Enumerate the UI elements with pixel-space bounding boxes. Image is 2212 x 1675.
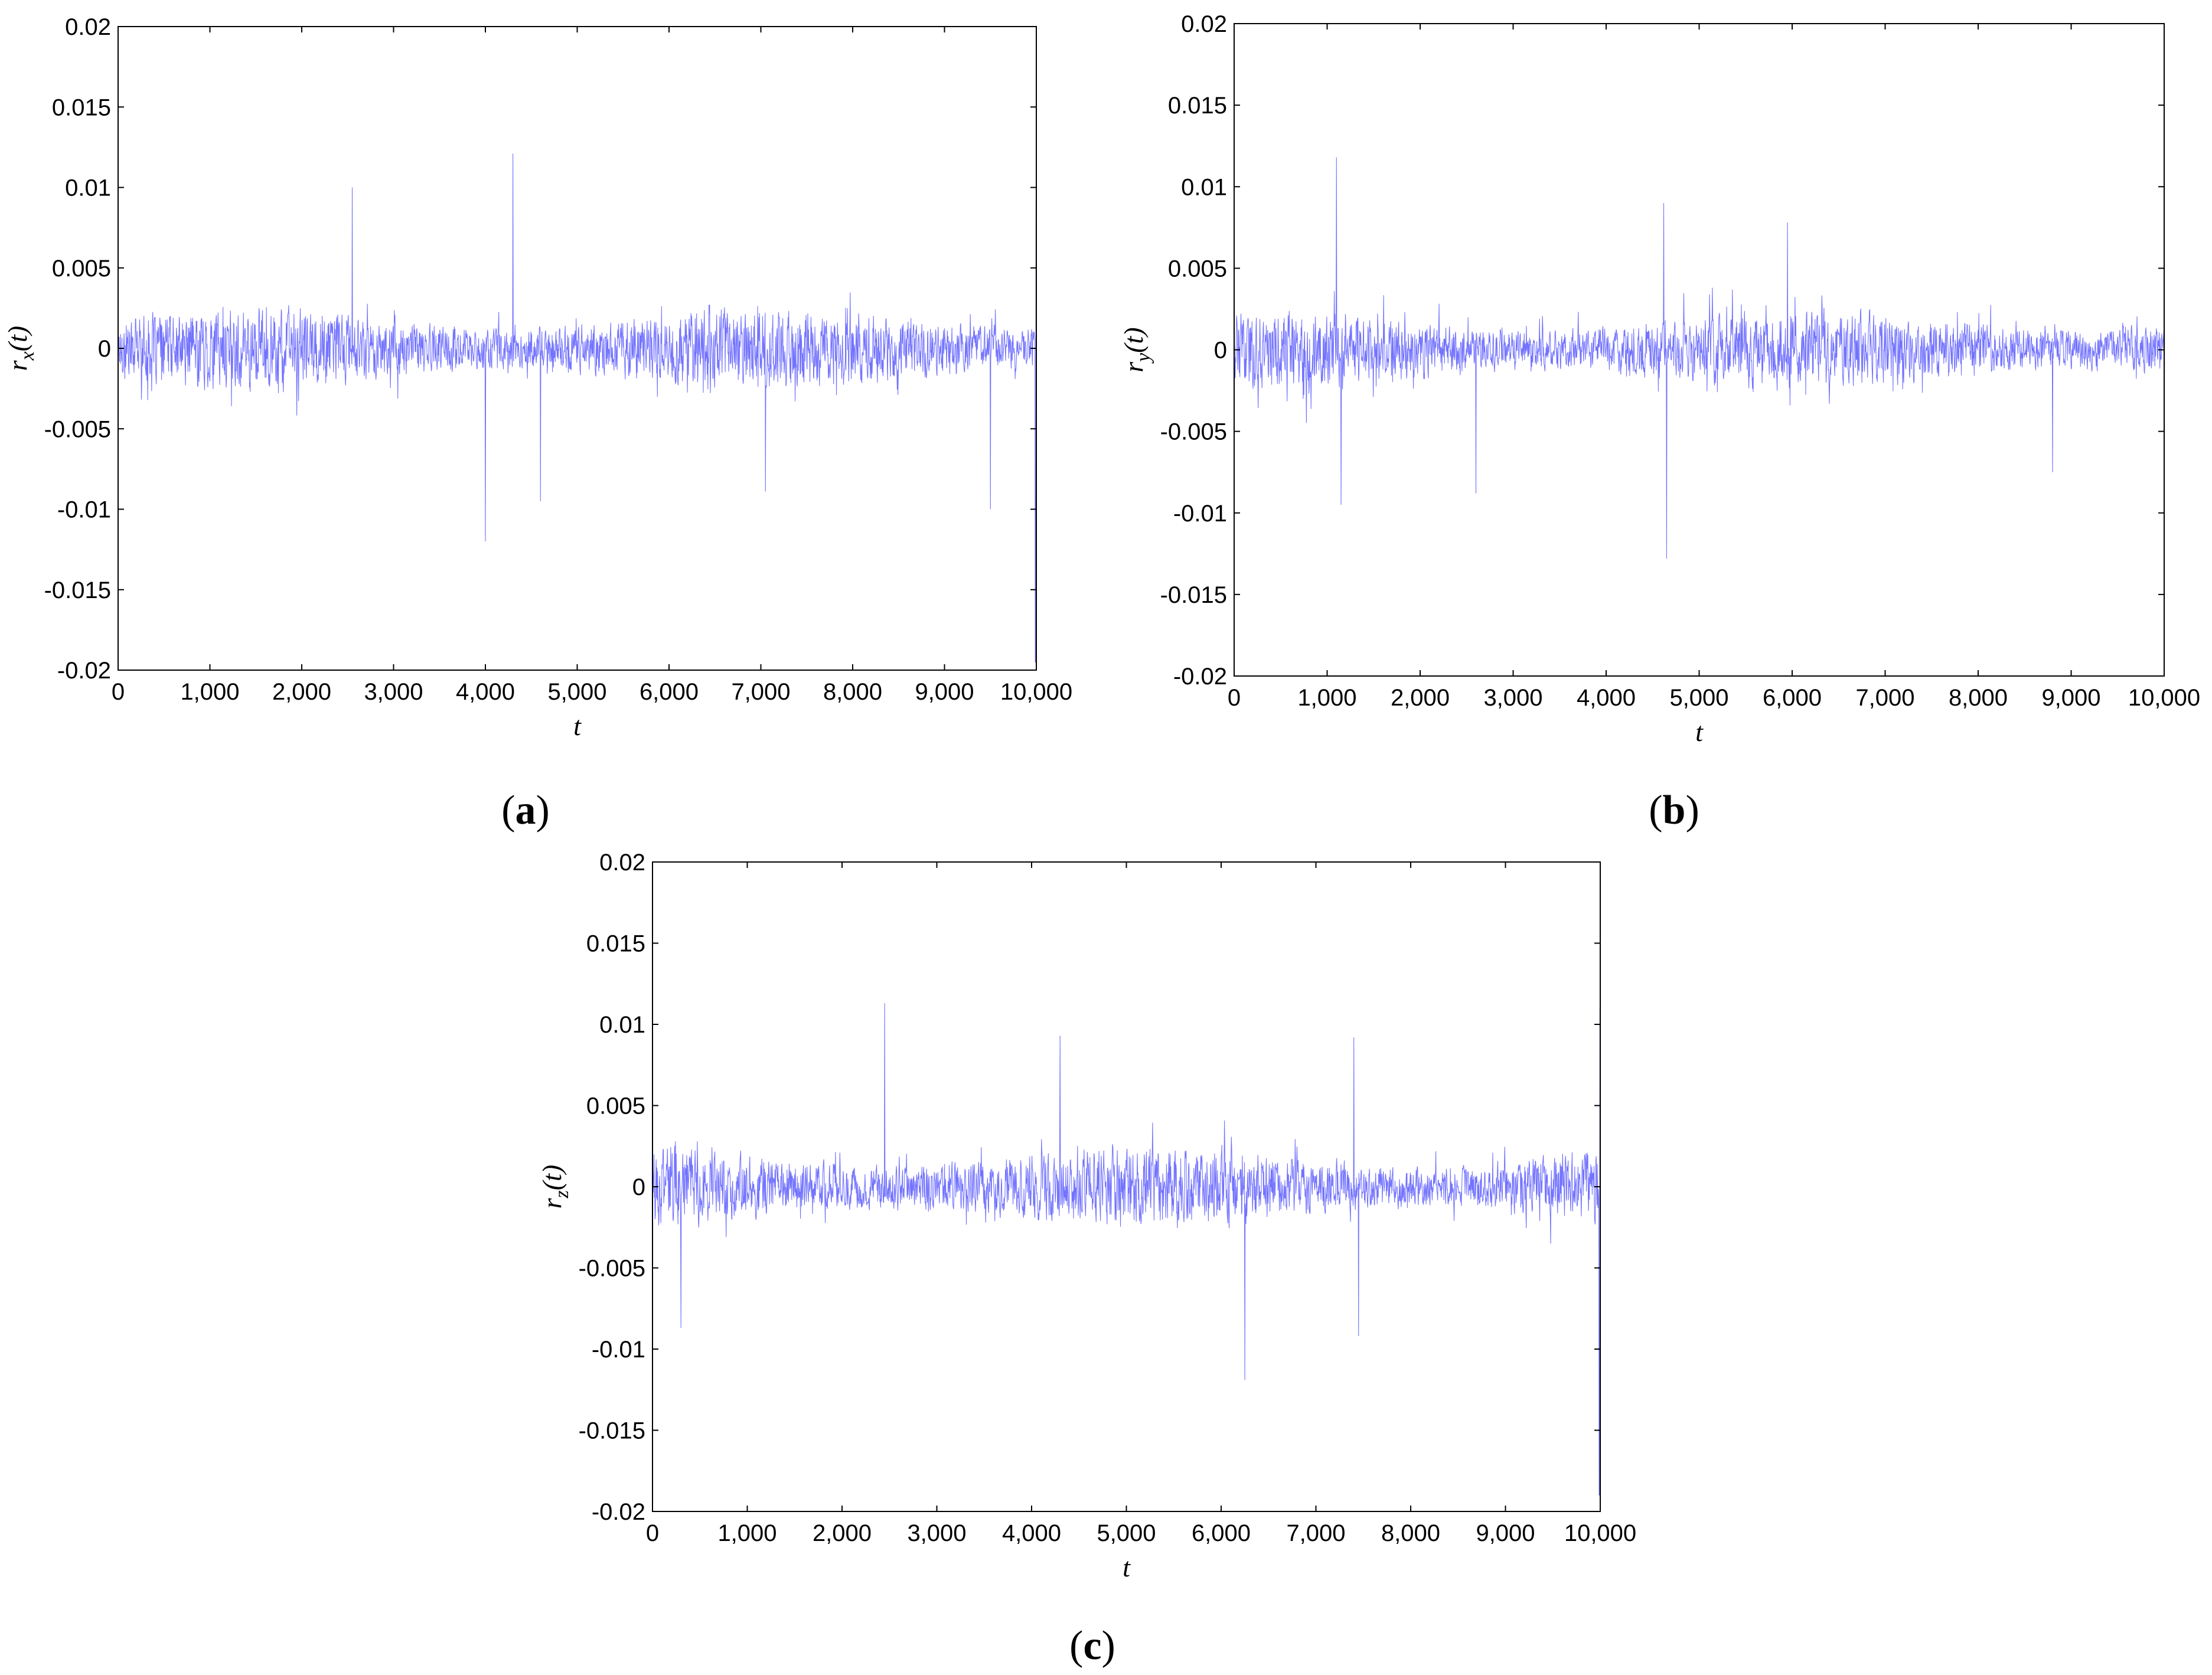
chart-b-x-tick-label: 0 — [1228, 685, 1241, 711]
chart-a-signal-line — [118, 154, 1037, 662]
chart-c-y-tick-label: -0.015 — [579, 1418, 645, 1444]
chart-b-x-tick-label: 7,000 — [1855, 685, 1914, 711]
chart-a-x-tick-label: 7,000 — [731, 679, 790, 705]
chart-b-x-tick-label: 4,000 — [1577, 685, 1636, 711]
panel-b: 0.02 0.015 0.01 0.005 0 -0.005 -0.01 -0.015 -0.0… — [1118, 11, 2200, 833]
chart-b-x-tick-label: 10,000 — [2128, 685, 2200, 711]
chart-a-y-tick-label: 0.02 — [65, 14, 111, 40]
chart-b-y-tick-label: 0.01 — [1181, 174, 1227, 200]
chart-c-x-tick-label: 3,000 — [907, 1520, 966, 1546]
chart-a-x-axis-label: t — [573, 711, 582, 741]
chart-b-y-tick-label: 0.02 — [1181, 11, 1227, 37]
chart-b-y-tick-label: 0.015 — [1168, 93, 1227, 119]
chart-a-x-tick-label: 2,000 — [272, 679, 331, 705]
chart-c-x-tick-label: 2,000 — [813, 1520, 872, 1546]
chart-b-panel-label: (b) — [1649, 788, 1699, 833]
chart-a-x-tick-label: 5,000 — [547, 679, 606, 705]
chart-a-panel-label: (a) — [501, 788, 550, 833]
chart-a-y-tick-label: 0.01 — [65, 175, 111, 201]
chart-c-y-axis-label: rz(t) — [537, 1165, 573, 1209]
chart-b-signal-line — [1234, 157, 2165, 559]
chart-b-y-axis-label: ry(t) — [1118, 327, 1154, 372]
chart-c-x-tick-label: 5,000 — [1097, 1520, 1156, 1546]
chart-a-x-tick-label: 10,000 — [1000, 679, 1072, 705]
chart-a-y-tick-label: -0.015 — [44, 577, 111, 603]
chart-b-x-tick-label: 3,000 — [1483, 685, 1542, 711]
chart-b-x-tick-label: 9,000 — [2041, 685, 2100, 711]
chart-a-x-tick-label: 1,000 — [180, 679, 239, 705]
chart-c-x-axis-label: t — [1123, 1552, 1131, 1582]
chart-a-x-tick-label: 9,000 — [915, 679, 974, 705]
chart-b-x-tick-label: 8,000 — [1949, 685, 2008, 711]
chart-c-x-tick-label: 8,000 — [1381, 1520, 1440, 1546]
chart-c-y-tick-label: 0.005 — [586, 1093, 645, 1119]
chart-c-x-tick-label: 1,000 — [717, 1520, 777, 1546]
chart-c-x-tick-label: 4,000 — [1002, 1520, 1061, 1546]
chart-c-x-tick-label: 10,000 — [1564, 1520, 1636, 1546]
chart-b-plot-frame — [1234, 23, 2165, 677]
chart-b-x-tick-label: 1,000 — [1297, 685, 1356, 711]
chart-b-y-tick-label: -0.01 — [1173, 501, 1227, 527]
chart-b-y-tick-label: 0 — [1214, 338, 1227, 364]
panel-a: 0.02 0.015 0.01 0.005 0 -0.005 -0.01 -0.015 -0.0… — [2, 14, 1072, 833]
chart-c-y-tick-label: -0.005 — [579, 1256, 645, 1282]
chart-c-y-tick-label: 0 — [632, 1174, 645, 1200]
chart-b-y-tick-label: -0.015 — [1160, 582, 1227, 608]
chart-a-y-tick-label: -0.02 — [57, 658, 111, 684]
chart-b-x-tick-label: 6,000 — [1763, 685, 1822, 711]
chart-c-x-tick-label: 6,000 — [1192, 1520, 1251, 1546]
chart-c-y-tick-label: 0.02 — [599, 850, 645, 876]
chart-a-y-tick-label: 0 — [98, 336, 111, 362]
chart-a-y-tick-label: -0.005 — [44, 416, 111, 442]
chart-b-x-axis-label: t — [1695, 717, 1704, 747]
chart-c-y-tick-label: -0.02 — [592, 1499, 645, 1525]
panel-c: 0.02 0.015 0.01 0.005 0 -0.005 -0.01 -0.015 -0.0… — [537, 850, 1636, 1669]
chart-c-x-tick-label: 7,000 — [1286, 1520, 1345, 1546]
chart-b-y-tick-label: -0.005 — [1160, 419, 1227, 445]
chart-b-y-tick-label: 0.005 — [1168, 256, 1227, 282]
chart-a-y-tick-label: -0.01 — [57, 497, 111, 523]
chart-b-x-tick-label: 5,000 — [1669, 685, 1728, 711]
chart-b-y-tick-label: -0.02 — [1173, 664, 1227, 690]
chart-a-x-tick-label: 6,000 — [640, 679, 699, 705]
chart-b-x-tick-label: 2,000 — [1391, 685, 1450, 711]
chart-a-y-axis-label: rx(t) — [2, 326, 38, 371]
chart-c-x-tick-label: 0 — [646, 1520, 659, 1546]
chart-a-y-tick-label: 0.015 — [52, 94, 111, 120]
chart-a-x-tick-label: 0 — [112, 679, 125, 705]
chart-a-x-tick-label: 8,000 — [823, 679, 882, 705]
chart-c-y-tick-label: -0.01 — [592, 1337, 645, 1363]
chart-a-y-tick-label: 0.005 — [52, 256, 111, 282]
chart-a-x-tick-label: 4,000 — [456, 679, 515, 705]
chart-a-x-tick-label: 3,000 — [364, 679, 423, 705]
chart-c-x-tick-label: 9,000 — [1476, 1520, 1535, 1546]
chart-c-y-tick-label: 0.015 — [586, 931, 645, 957]
chart-c-signal-line — [652, 1003, 1601, 1496]
chart-c-y-tick-label: 0.01 — [599, 1012, 645, 1038]
chart-c-panel-label: (c) — [1069, 1623, 1115, 1669]
